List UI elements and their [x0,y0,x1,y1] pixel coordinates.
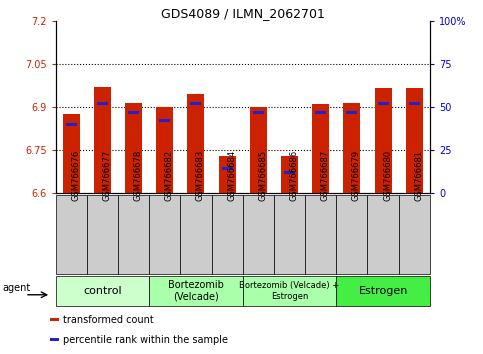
Bar [149,276,242,306]
Bar [180,195,212,274]
Bar [378,102,388,105]
Text: GSM766678: GSM766678 [133,150,142,201]
Text: GSM766681: GSM766681 [414,150,423,201]
Text: transformed count: transformed count [63,315,154,325]
Text: GSM766687: GSM766687 [321,150,330,201]
Text: GSM766684: GSM766684 [227,150,236,201]
Bar [87,195,118,274]
Bar [346,111,357,114]
Text: GSM766680: GSM766680 [383,150,392,201]
Bar [159,119,170,122]
Bar [212,195,242,274]
Bar [336,276,430,306]
Text: agent: agent [3,283,31,293]
Text: Estrogen: Estrogen [358,286,408,296]
Text: GSM766679: GSM766679 [352,150,361,201]
Bar [343,103,360,193]
Bar [336,195,368,274]
Bar [398,195,430,274]
Bar [305,195,336,274]
Bar [222,167,233,170]
Text: GSM766676: GSM766676 [71,150,80,201]
Bar [125,103,142,193]
Text: Bortezomib (Velcade) +
Estrogen: Bortezomib (Velcade) + Estrogen [240,281,340,301]
Bar [406,88,423,193]
Bar [312,104,329,193]
Text: Bortezomib
(Velcade): Bortezomib (Velcade) [168,280,224,302]
Bar [315,111,326,114]
Bar [156,107,173,193]
Bar [118,195,149,274]
Bar [56,276,149,306]
Text: GSM766686: GSM766686 [289,150,298,201]
Title: GDS4089 / ILMN_2062701: GDS4089 / ILMN_2062701 [161,7,325,20]
Text: GSM766683: GSM766683 [196,150,205,201]
Bar [149,195,180,274]
Bar [374,88,392,193]
Bar [409,102,420,105]
Bar [218,156,236,193]
Bar [94,87,111,193]
Bar [50,338,59,341]
Text: GSM766677: GSM766677 [102,150,112,201]
Bar [190,102,201,105]
Bar [284,171,295,174]
Bar [56,195,87,274]
Bar [368,195,398,274]
Bar [242,276,336,306]
Bar [50,318,59,321]
Text: control: control [83,286,122,296]
Bar [274,195,305,274]
Text: percentile rank within the sample: percentile rank within the sample [63,335,228,345]
Bar [187,94,204,193]
Bar [66,123,77,126]
Text: GSM766682: GSM766682 [165,150,174,201]
Bar [250,107,267,193]
Bar [253,111,264,114]
Bar [128,111,139,114]
Bar [63,114,80,193]
Bar [242,195,274,274]
Bar [281,156,298,193]
Bar [97,102,108,105]
Text: GSM766685: GSM766685 [258,150,267,201]
